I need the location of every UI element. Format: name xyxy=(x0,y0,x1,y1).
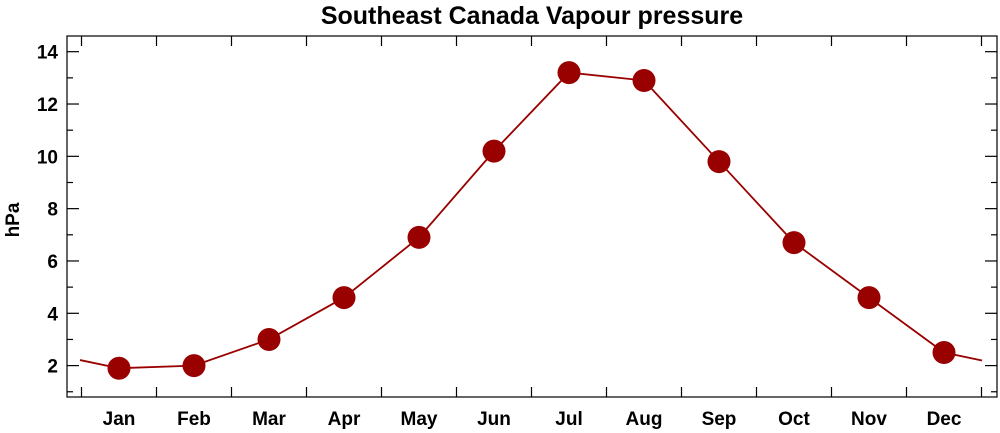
x-axis: Jan Feb Mar Apr May Jun Jul Aug Sep Oct Nov Dec xyxy=(80,36,983,430)
y-tick-label: 4 xyxy=(47,304,58,325)
y-tick-label: 10 xyxy=(37,147,58,168)
chart-title: Southeast Canada Vapour pressure xyxy=(321,2,743,30)
y-axis-label: hPa xyxy=(3,202,24,237)
y-tick-label: 8 xyxy=(47,200,58,221)
x-tick-label: Sep xyxy=(702,409,737,430)
data-point xyxy=(857,286,881,310)
x-tick-label: Jul xyxy=(555,409,582,430)
data-point xyxy=(182,354,206,378)
x-tick-label: Apr xyxy=(328,409,361,430)
y-tick-label: 6 xyxy=(47,252,58,273)
x-tick-label: Feb xyxy=(177,409,211,430)
x-tick-label: Mar xyxy=(252,409,286,430)
series-vapour-pressure xyxy=(79,61,983,380)
y-tick-label: 12 xyxy=(37,95,58,116)
x-tick-label: Jun xyxy=(477,409,511,430)
y-tick-label: 14 xyxy=(37,43,59,64)
y-tick-label: 2 xyxy=(47,357,58,378)
data-point xyxy=(557,61,581,85)
plot-frame xyxy=(66,35,998,398)
data-point xyxy=(257,327,281,351)
data-point xyxy=(932,341,956,365)
data-point xyxy=(782,231,806,255)
data-point xyxy=(632,68,656,92)
data-point xyxy=(332,286,356,310)
x-tick-label: Oct xyxy=(778,409,810,430)
data-point xyxy=(107,356,131,380)
data-point xyxy=(707,150,731,174)
data-point xyxy=(407,225,431,249)
x-tick-label: Jan xyxy=(103,409,136,430)
x-tick-label: May xyxy=(401,409,438,430)
data-point xyxy=(482,139,506,163)
y-axis: 2 4 6 8 10 12 14 xyxy=(37,43,997,393)
series-line xyxy=(79,71,983,370)
x-tick-label: Nov xyxy=(851,409,887,430)
x-tick-label: Dec xyxy=(927,409,962,430)
x-tick-label: Aug xyxy=(626,409,663,430)
